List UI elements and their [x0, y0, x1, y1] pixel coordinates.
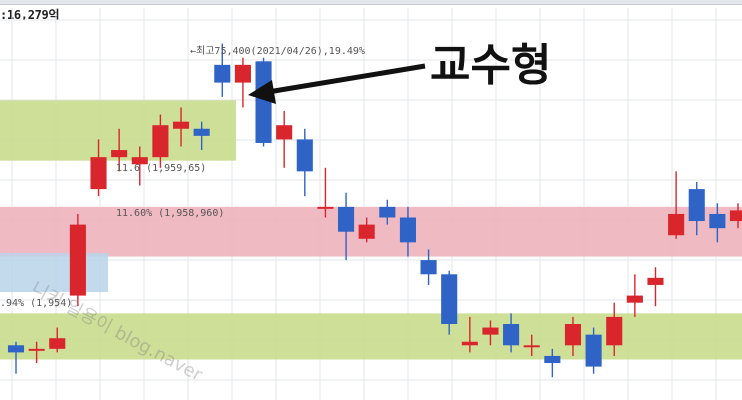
candle — [647, 267, 664, 307]
candle — [379, 199, 396, 225]
candle — [172, 107, 190, 147]
candle — [358, 217, 375, 243]
candle-body — [668, 213, 685, 236]
candle — [7, 341, 25, 374]
candle — [28, 341, 45, 364]
candle-body — [688, 189, 705, 222]
candle — [544, 348, 561, 378]
candle-body — [647, 277, 664, 285]
candle-body — [544, 355, 561, 364]
candle — [688, 182, 705, 236]
candle-body — [564, 324, 582, 346]
candle-body — [585, 334, 602, 367]
candle — [606, 302, 623, 356]
candle — [296, 128, 313, 197]
candle — [255, 57, 272, 147]
toolbar-strip — [0, 0, 742, 5]
candle-body — [193, 128, 210, 136]
candle — [111, 128, 128, 172]
candle-body — [111, 150, 128, 158]
candle — [69, 213, 86, 307]
candle-body — [358, 224, 375, 239]
candle — [90, 139, 107, 197]
candle — [338, 192, 355, 261]
candle — [152, 114, 169, 168]
candle — [234, 57, 251, 108]
candle-body — [214, 64, 231, 83]
volume-readout: :16,279억 — [0, 8, 60, 22]
candle — [729, 203, 742, 229]
candle-body — [317, 206, 334, 209]
candle-body — [420, 260, 437, 275]
candle-body — [276, 125, 293, 140]
candle — [420, 249, 437, 285]
candle-body — [172, 121, 190, 129]
candle — [564, 316, 582, 356]
candle — [49, 327, 66, 353]
candle — [503, 313, 520, 353]
candle — [626, 274, 643, 317]
candle-body — [461, 341, 478, 346]
candle-body — [28, 348, 45, 351]
candle-body — [379, 206, 396, 218]
candle-body — [606, 316, 623, 346]
candle — [214, 43, 231, 97]
candle — [441, 270, 458, 335]
candle-body — [399, 217, 416, 243]
candle-body — [131, 157, 148, 165]
level-annotation-2: 11.60% (1,958,960) — [116, 208, 224, 219]
candle — [399, 206, 416, 257]
peak-annotation: ←최고75,400(2021/04/26),19.49% — [190, 45, 365, 57]
candle-body — [296, 139, 313, 172]
candle — [482, 320, 499, 346]
candle-body — [482, 327, 499, 335]
candle — [523, 334, 540, 356]
level-annotation-1: 11.6 (1,959,65) — [116, 163, 206, 174]
candle — [276, 111, 293, 168]
candle-body — [441, 274, 458, 324]
candle — [461, 316, 478, 353]
candle-body — [503, 324, 520, 346]
candle — [585, 327, 602, 374]
candle — [709, 203, 726, 243]
candle-body — [709, 213, 726, 229]
candle-body — [338, 206, 355, 232]
candle-body — [49, 338, 66, 349]
candle-body — [152, 125, 169, 158]
candle — [193, 121, 210, 151]
blue-zone — [0, 253, 108, 293]
candle — [668, 171, 685, 239]
candle-body — [90, 157, 107, 190]
candle — [131, 146, 148, 186]
candle-body — [523, 345, 540, 348]
candle-body — [69, 224, 86, 296]
candle-body — [234, 64, 251, 83]
callout-arrow — [248, 63, 426, 104]
candle — [317, 167, 334, 218]
level-annotation-3: .94% (1,954) — [0, 298, 72, 309]
callout-text: 교수형 — [430, 40, 551, 91]
candles — [7, 43, 742, 378]
candle-body — [626, 295, 643, 303]
candle-body — [255, 61, 272, 143]
candle-body — [729, 210, 742, 222]
candle-body — [7, 345, 25, 353]
